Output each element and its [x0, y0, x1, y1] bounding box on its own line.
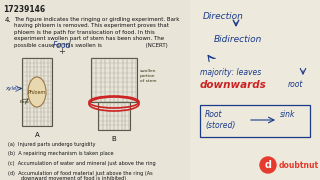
- Text: xylem: xylem: [5, 86, 22, 91]
- Circle shape: [260, 157, 276, 173]
- Text: (a)  Injured parts undergo turgidity: (a) Injured parts undergo turgidity: [8, 142, 95, 147]
- Ellipse shape: [28, 77, 46, 107]
- Text: B: B: [112, 136, 116, 142]
- Text: The figure indicates the ringing or girdling experiment. Bark
having phloem is r: The figure indicates the ringing or gird…: [14, 17, 180, 48]
- Text: downwards: downwards: [200, 80, 267, 90]
- Text: root: root: [288, 80, 303, 89]
- Bar: [22, 58, 52, 126]
- Text: 4.: 4.: [5, 17, 12, 23]
- Text: Bidirection: Bidirection: [214, 35, 262, 44]
- Text: Bark: Bark: [20, 100, 30, 104]
- Bar: [190, 0, 320, 180]
- Text: d: d: [265, 160, 271, 170]
- Bar: [200, 105, 310, 137]
- Text: majority: leaves: majority: leaves: [200, 68, 261, 77]
- Bar: [98, 102, 130, 130]
- Text: 17239146: 17239146: [3, 5, 45, 14]
- Text: swollen
portion
of stem: swollen portion of stem: [140, 69, 156, 82]
- Text: (b)  A repairing mechanism is taken place: (b) A repairing mechanism is taken place: [8, 152, 114, 156]
- Bar: [91, 58, 137, 102]
- Text: (d)  Accumulation of food material just above the ring (As
        downward move: (d) Accumulation of food material just a…: [8, 170, 153, 180]
- Text: Phloem: Phloem: [28, 89, 46, 94]
- Text: (c)  Accumulation of water and mineral just above the ring: (c) Accumulation of water and mineral ju…: [8, 161, 156, 166]
- Text: sink: sink: [280, 110, 295, 119]
- Text: Direction: Direction: [203, 12, 244, 21]
- Text: doubtnut: doubtnut: [279, 161, 319, 170]
- Text: A: A: [35, 132, 39, 138]
- Text: Food: Food: [53, 41, 71, 50]
- Text: Root
(stored): Root (stored): [205, 110, 236, 130]
- Text: +: +: [59, 47, 65, 56]
